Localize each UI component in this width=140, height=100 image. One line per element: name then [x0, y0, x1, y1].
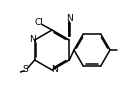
Text: N: N — [29, 36, 36, 44]
Text: N: N — [66, 14, 73, 23]
Text: N: N — [51, 66, 58, 74]
Text: Cl: Cl — [34, 18, 43, 27]
Text: S: S — [23, 66, 29, 74]
